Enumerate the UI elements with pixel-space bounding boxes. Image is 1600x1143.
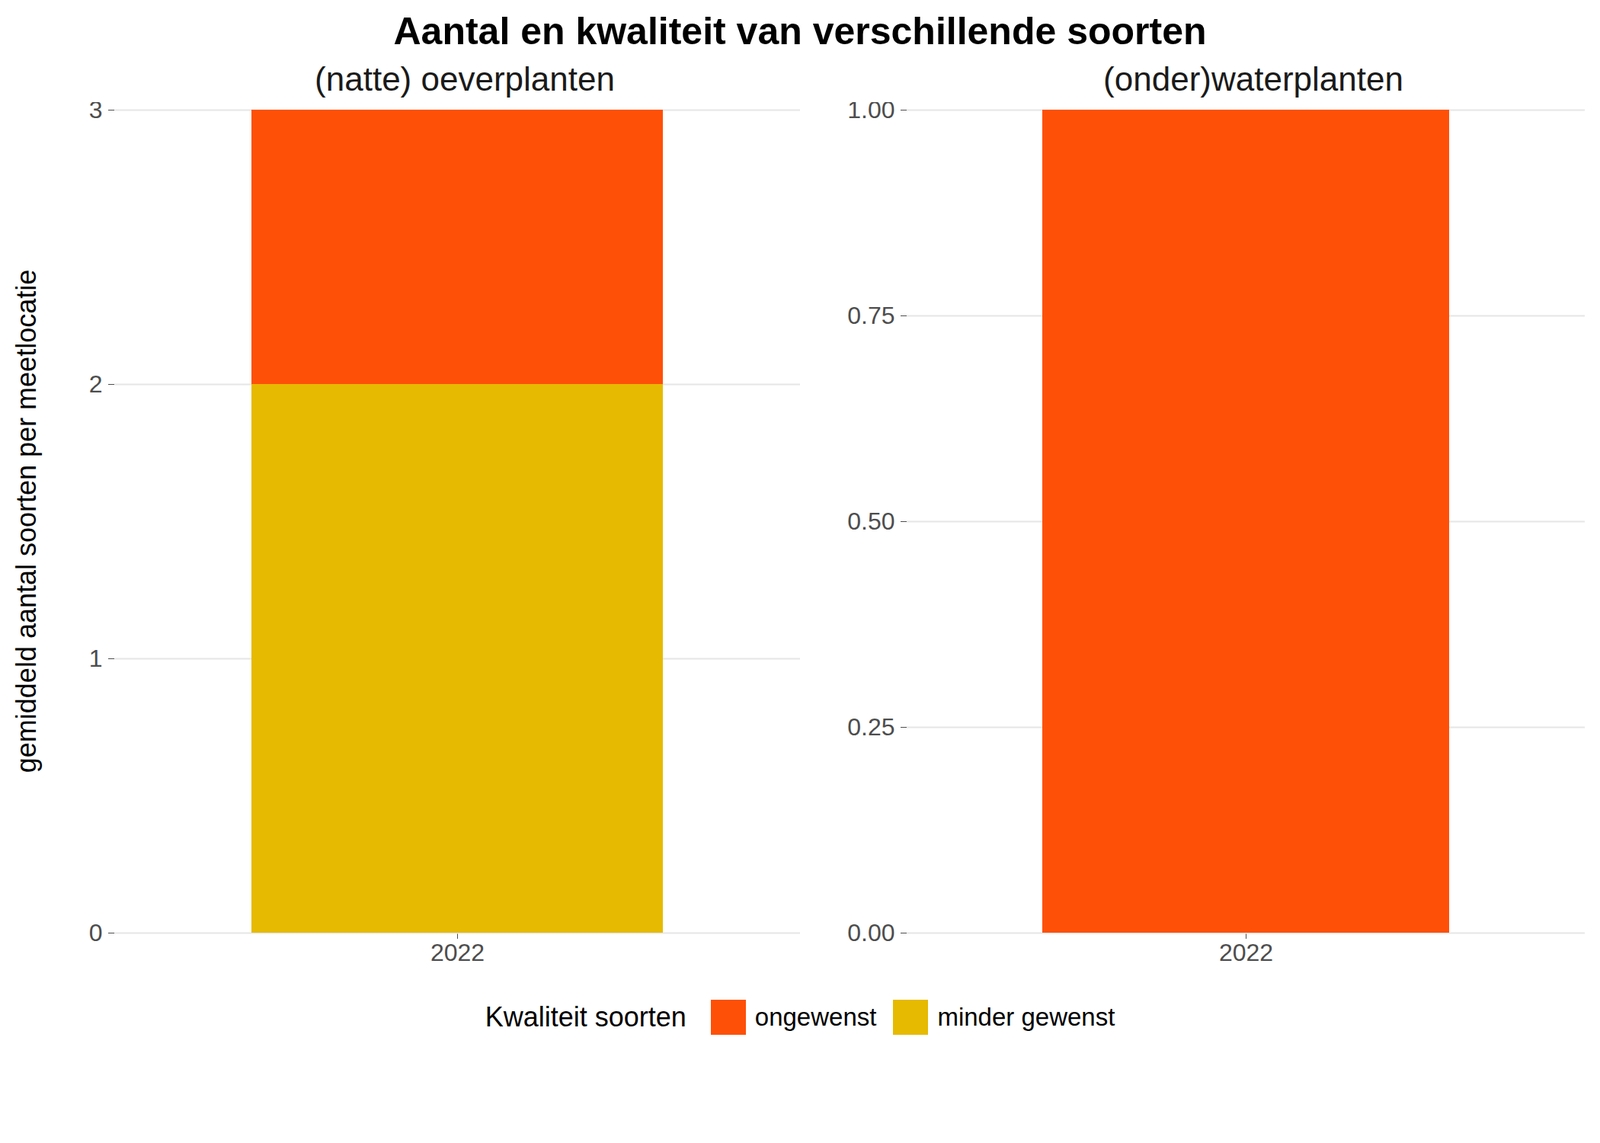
svg-text:0.25: 0.25	[847, 713, 895, 741]
svg-text:2022: 2022	[1219, 938, 1274, 967]
html-text:ongewenst: ongewenst	[754, 1002, 877, 1031]
svg-text:0.00: 0.00	[847, 918, 895, 947]
html-text:(natte) oeverplanten: (natte) oeverplanten	[314, 60, 615, 98]
svg-text:2: 2	[89, 370, 103, 398]
html-text:minder gewenst: minder gewenst	[937, 1002, 1115, 1031]
svg-text:3: 3	[89, 102, 103, 124]
html-text:(onder)waterplanten: (onder)waterplanten	[1103, 60, 1404, 98]
svg-text:2022: 2022	[430, 938, 485, 967]
svg-text:1: 1	[89, 644, 103, 672]
html-text:Kwaliteit soorten: Kwaliteit soorten	[485, 1001, 687, 1033]
svg-text:1.00: 1.00	[847, 102, 895, 124]
html-text:gemiddeld aantal soorten per m: gemiddeld aantal soorten per meetlocatie	[10, 269, 42, 773]
svg-text:0.50: 0.50	[847, 507, 895, 535]
html-text:Aantal en kwaliteit van versch: Aantal en kwaliteit van verschillende so…	[393, 9, 1207, 53]
svg-text:0.75: 0.75	[847, 301, 895, 330]
svg-text:0: 0	[89, 918, 103, 947]
